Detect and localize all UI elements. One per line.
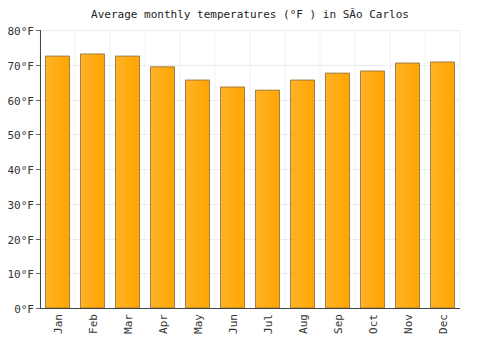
bar <box>291 80 315 308</box>
bar <box>81 54 105 308</box>
x-tick-label: Nov <box>402 314 415 334</box>
x-tick-label: Apr <box>157 314 170 334</box>
y-tick-label: 30°F <box>8 199 35 212</box>
x-tick-label: Jul <box>262 314 275 334</box>
y-tick <box>36 30 40 31</box>
x-tick-label: Dec <box>437 314 450 334</box>
y-tick <box>36 239 40 240</box>
x-tick-label: May <box>192 314 205 334</box>
y-tick-label: 0°F <box>14 303 34 316</box>
x-tick-label: Sep <box>332 314 345 334</box>
y-tick-label: 70°F <box>8 60 35 73</box>
x-tick-label: Oct <box>367 314 380 334</box>
y-tick-label: 20°F <box>8 234 35 247</box>
bar <box>256 90 280 308</box>
y-tick-label: 40°F <box>8 164 35 177</box>
x-tick-label: Mar <box>122 314 135 334</box>
bar <box>431 62 455 308</box>
grid-line <box>40 30 460 31</box>
y-tick <box>36 273 40 274</box>
title: Average monthly temperatures (°F ) in SÃ… <box>91 8 409 21</box>
chart: 0°F 10°F 20°F 30°F 40°F 50°F 60°F 70°F 80°F Jan Fe… <box>0 0 500 350</box>
bar <box>361 71 385 308</box>
bar <box>221 87 245 308</box>
y-tick-label: 60°F <box>8 95 35 108</box>
y-tick <box>36 308 40 309</box>
y-tick-label: 80°F <box>8 25 35 38</box>
bar <box>186 80 210 308</box>
x-tick-label: Jun <box>227 314 240 334</box>
bar <box>151 67 175 308</box>
x-tick-label: Aug <box>297 314 310 334</box>
bars <box>46 54 455 308</box>
y-tick <box>36 65 40 66</box>
y-tick-label: 50°F <box>8 129 35 142</box>
bar <box>396 63 420 308</box>
y-tick <box>36 100 40 101</box>
y-tick <box>36 169 40 170</box>
bar <box>116 56 140 308</box>
bar <box>326 73 350 308</box>
y-tick-label: 10°F <box>8 268 35 281</box>
x-axis <box>40 308 460 309</box>
x-tick-label: Jan <box>52 314 65 334</box>
y-tick <box>36 204 40 205</box>
grid-line <box>40 308 460 309</box>
x-tick-label: Feb <box>87 314 100 334</box>
y-tick <box>36 134 40 135</box>
bar <box>46 56 70 308</box>
y-axis <box>40 30 41 308</box>
